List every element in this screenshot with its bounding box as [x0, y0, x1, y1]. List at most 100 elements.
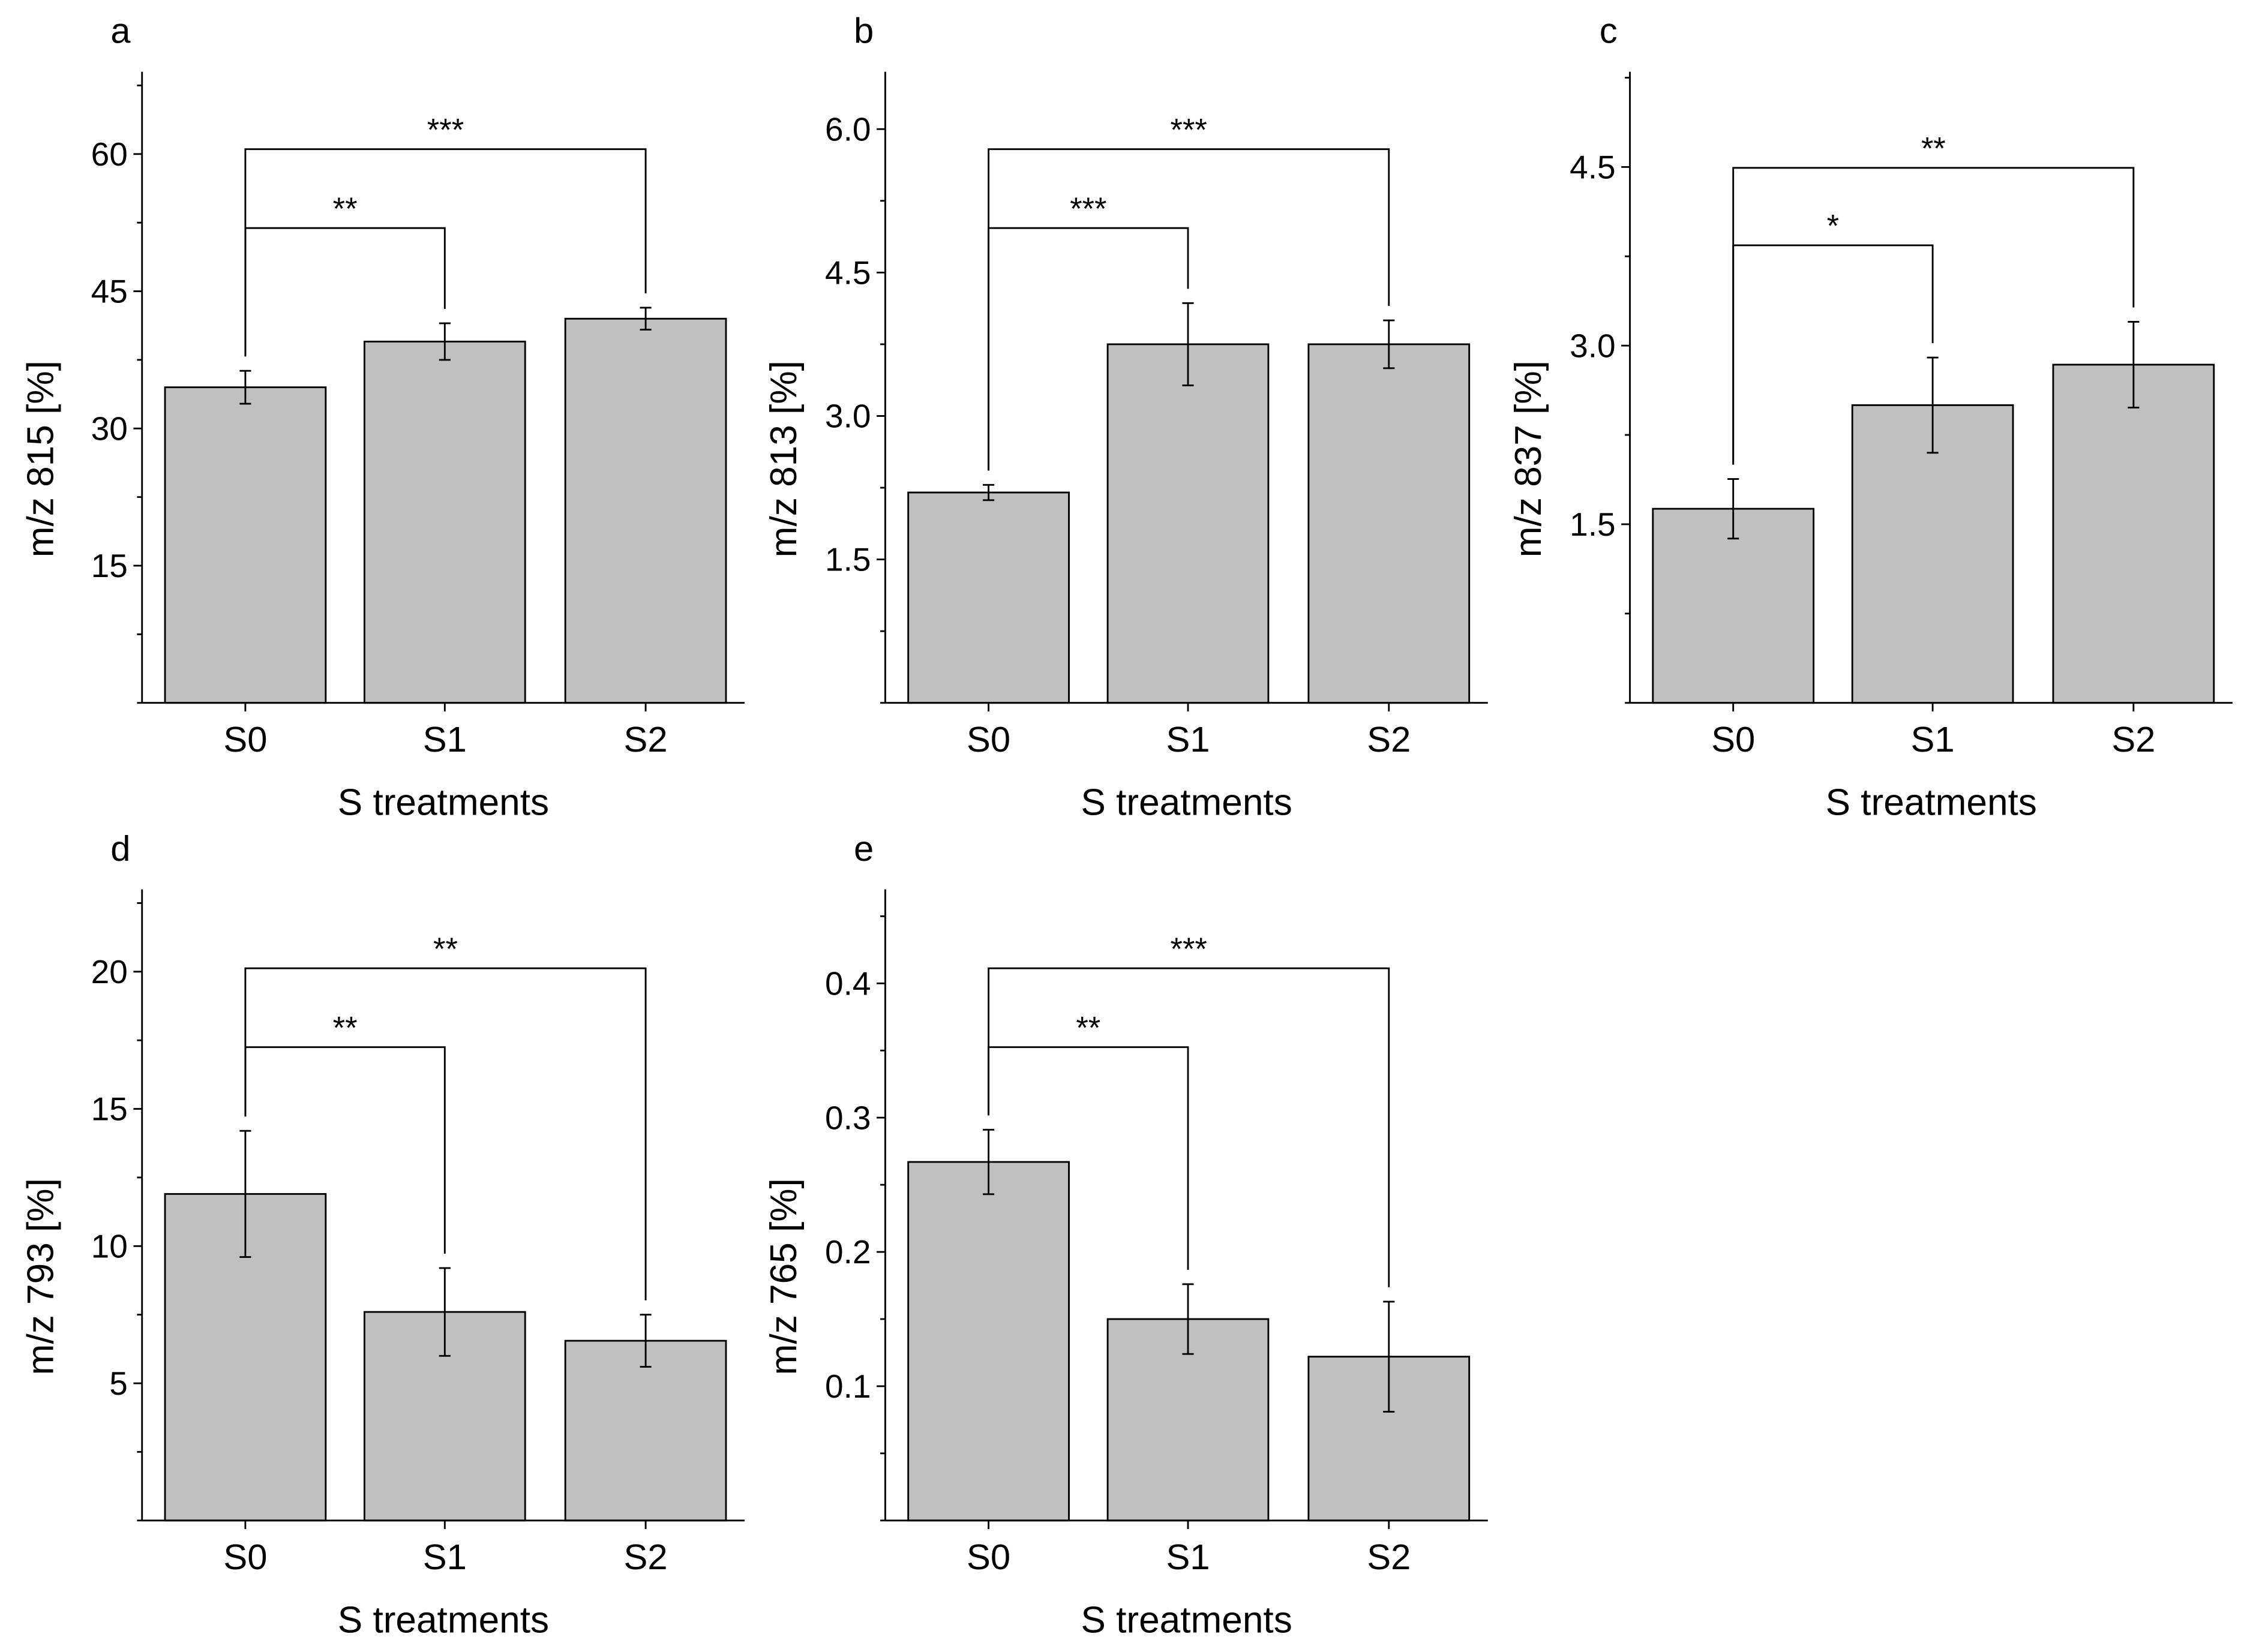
y-axis-title: m/z 813 [%]	[763, 361, 805, 557]
y-tick-label: 1.5	[1570, 506, 1615, 543]
x-tick-label: S2	[624, 1537, 668, 1577]
x-tick-label: S0	[223, 1537, 267, 1577]
panel-label: c	[1600, 11, 1618, 51]
x-axis-title: S treatments	[338, 1599, 549, 1641]
significance-bracket: **	[244, 191, 446, 357]
y-tick-label: 3.0	[825, 398, 871, 435]
y-tick-label: 15	[91, 547, 128, 584]
x-tick-label: S0	[967, 1537, 1010, 1577]
panel-label: d	[110, 828, 130, 869]
panel-b: 1.5 3.0 4.5 6.0 S0 S1 S2 S treatments m/z 813 [%…	[763, 11, 1488, 823]
panel-label: a	[110, 11, 131, 51]
significance-bracket-line	[988, 148, 1390, 471]
significance-label: ***	[1170, 932, 1207, 967]
error-bar-s2	[1383, 319, 1395, 370]
y-axis-title: m/z 837 [%]	[1508, 361, 1549, 557]
x-tick-label: S2	[2111, 719, 2155, 759]
y-tick-label: 6.0	[825, 110, 871, 148]
y-tick-label: 15	[91, 1091, 128, 1128]
x-tick-label: S0	[967, 719, 1010, 759]
y-tick-label: 0.2	[825, 1233, 871, 1270]
x-axis-title: S treatments	[338, 782, 549, 823]
x-tick-label: S2	[624, 719, 668, 759]
y-tick-label: 1.5	[825, 541, 871, 578]
y-tick-label: 4.5	[825, 254, 871, 291]
significance-bracket: ***	[988, 112, 1390, 471]
bar-s1	[363, 340, 526, 704]
error-bar-s1	[439, 322, 451, 361]
x-tick-label: S1	[423, 1537, 467, 1577]
error-bar-s1	[1182, 1283, 1194, 1355]
panel-d: 5 10 15 20 S0 S1 S2 S treatments m/z 793 [%] d ** *…	[20, 828, 745, 1641]
significance-bracket: **	[1732, 131, 2135, 465]
x-axis-title: S treatments	[1081, 782, 1292, 823]
panel-label: e	[854, 828, 874, 869]
significance-label: ***	[1070, 191, 1106, 227]
y-tick-label: 60	[91, 136, 128, 173]
error-bar-s0	[1727, 478, 1739, 540]
x-tick-label: S1	[1911, 719, 1955, 759]
significance-bracket-line	[988, 967, 1390, 1287]
error-bar-s1	[439, 1267, 451, 1357]
x-tick-label: S0	[1711, 719, 1755, 759]
x-tick-label: S0	[223, 719, 267, 759]
x-tick-label: S2	[1367, 719, 1411, 759]
x-axis-title: S treatments	[1081, 1599, 1292, 1641]
y-tick-label: 3.0	[1570, 327, 1615, 364]
y-tick-label: 0.3	[825, 1099, 871, 1136]
x-tick-label: S1	[423, 719, 467, 759]
significance-label: *	[1827, 209, 1839, 244]
y-tick-label: 30	[91, 410, 128, 447]
significance-label: **	[333, 191, 358, 227]
panel-e: 0.1 0.2 0.3 0.4 S0 S1 S2 S treatments m/z 765 [%…	[763, 828, 1488, 1641]
significance-bracket-line	[244, 967, 647, 1300]
significance-label: **	[433, 932, 458, 967]
bar-s0	[907, 491, 1070, 704]
y-tick-label: 10	[91, 1227, 128, 1264]
error-bar-s0	[239, 370, 251, 405]
bar-s0	[164, 386, 327, 704]
significance-label: **	[1076, 1010, 1100, 1046]
significance-bracket-line	[244, 227, 446, 357]
significance-bracket: ***	[244, 112, 647, 357]
significance-bracket-line	[1732, 167, 2135, 465]
x-tick-label: S2	[1367, 1537, 1411, 1577]
error-bar-s2	[640, 307, 652, 331]
y-tick-label: 4.5	[1570, 149, 1615, 186]
bar-s2	[1307, 343, 1471, 704]
x-tick-label: S1	[1166, 719, 1210, 759]
y-tick-label: 20	[91, 953, 128, 990]
y-tick-label: 45	[91, 273, 128, 310]
y-tick-label: 0.4	[825, 965, 871, 1002]
error-bar-s2	[1383, 1300, 1395, 1413]
panel-label: b	[854, 11, 874, 51]
significance-label: ***	[1170, 112, 1207, 148]
significance-bracket: **	[244, 932, 647, 1300]
x-axis-title: S treatments	[1826, 782, 2037, 823]
bar-s2	[564, 1339, 727, 1522]
error-bar-s2	[2128, 321, 2140, 409]
panel-a: 15 30 45 60 S0 S1 S2 S treatments m/z 815 [%] a **…	[20, 11, 745, 823]
error-bar-s1	[1182, 302, 1194, 386]
error-bar-s0	[983, 1128, 995, 1196]
bar-s1	[1106, 343, 1270, 704]
panel-c: 1.5 3.0 4.5 S0 S1 S2 S treatments m/z 837 [%] c *…	[1508, 11, 2233, 823]
error-bar-s2	[640, 1314, 652, 1368]
error-bar-s0	[239, 1130, 251, 1258]
y-axis-title: m/z 765 [%]	[763, 1178, 805, 1375]
x-tick-label: S1	[1166, 1537, 1210, 1577]
significance-label: **	[333, 1010, 358, 1046]
significance-bracket: ***	[988, 932, 1390, 1287]
significance-label: ***	[427, 112, 464, 148]
y-axis-title: m/z 815 [%]	[20, 361, 61, 557]
bar-s0	[1652, 507, 1815, 704]
error-bar-s1	[1927, 356, 1939, 454]
y-tick-label: 0.1	[825, 1368, 871, 1405]
error-bar-s0	[983, 483, 995, 501]
bar-s2	[2052, 364, 2215, 704]
bar-s2	[564, 317, 727, 704]
y-tick-label: 5	[109, 1365, 128, 1402]
bar-s0	[907, 1161, 1070, 1522]
significance-bracket-line	[244, 148, 647, 357]
